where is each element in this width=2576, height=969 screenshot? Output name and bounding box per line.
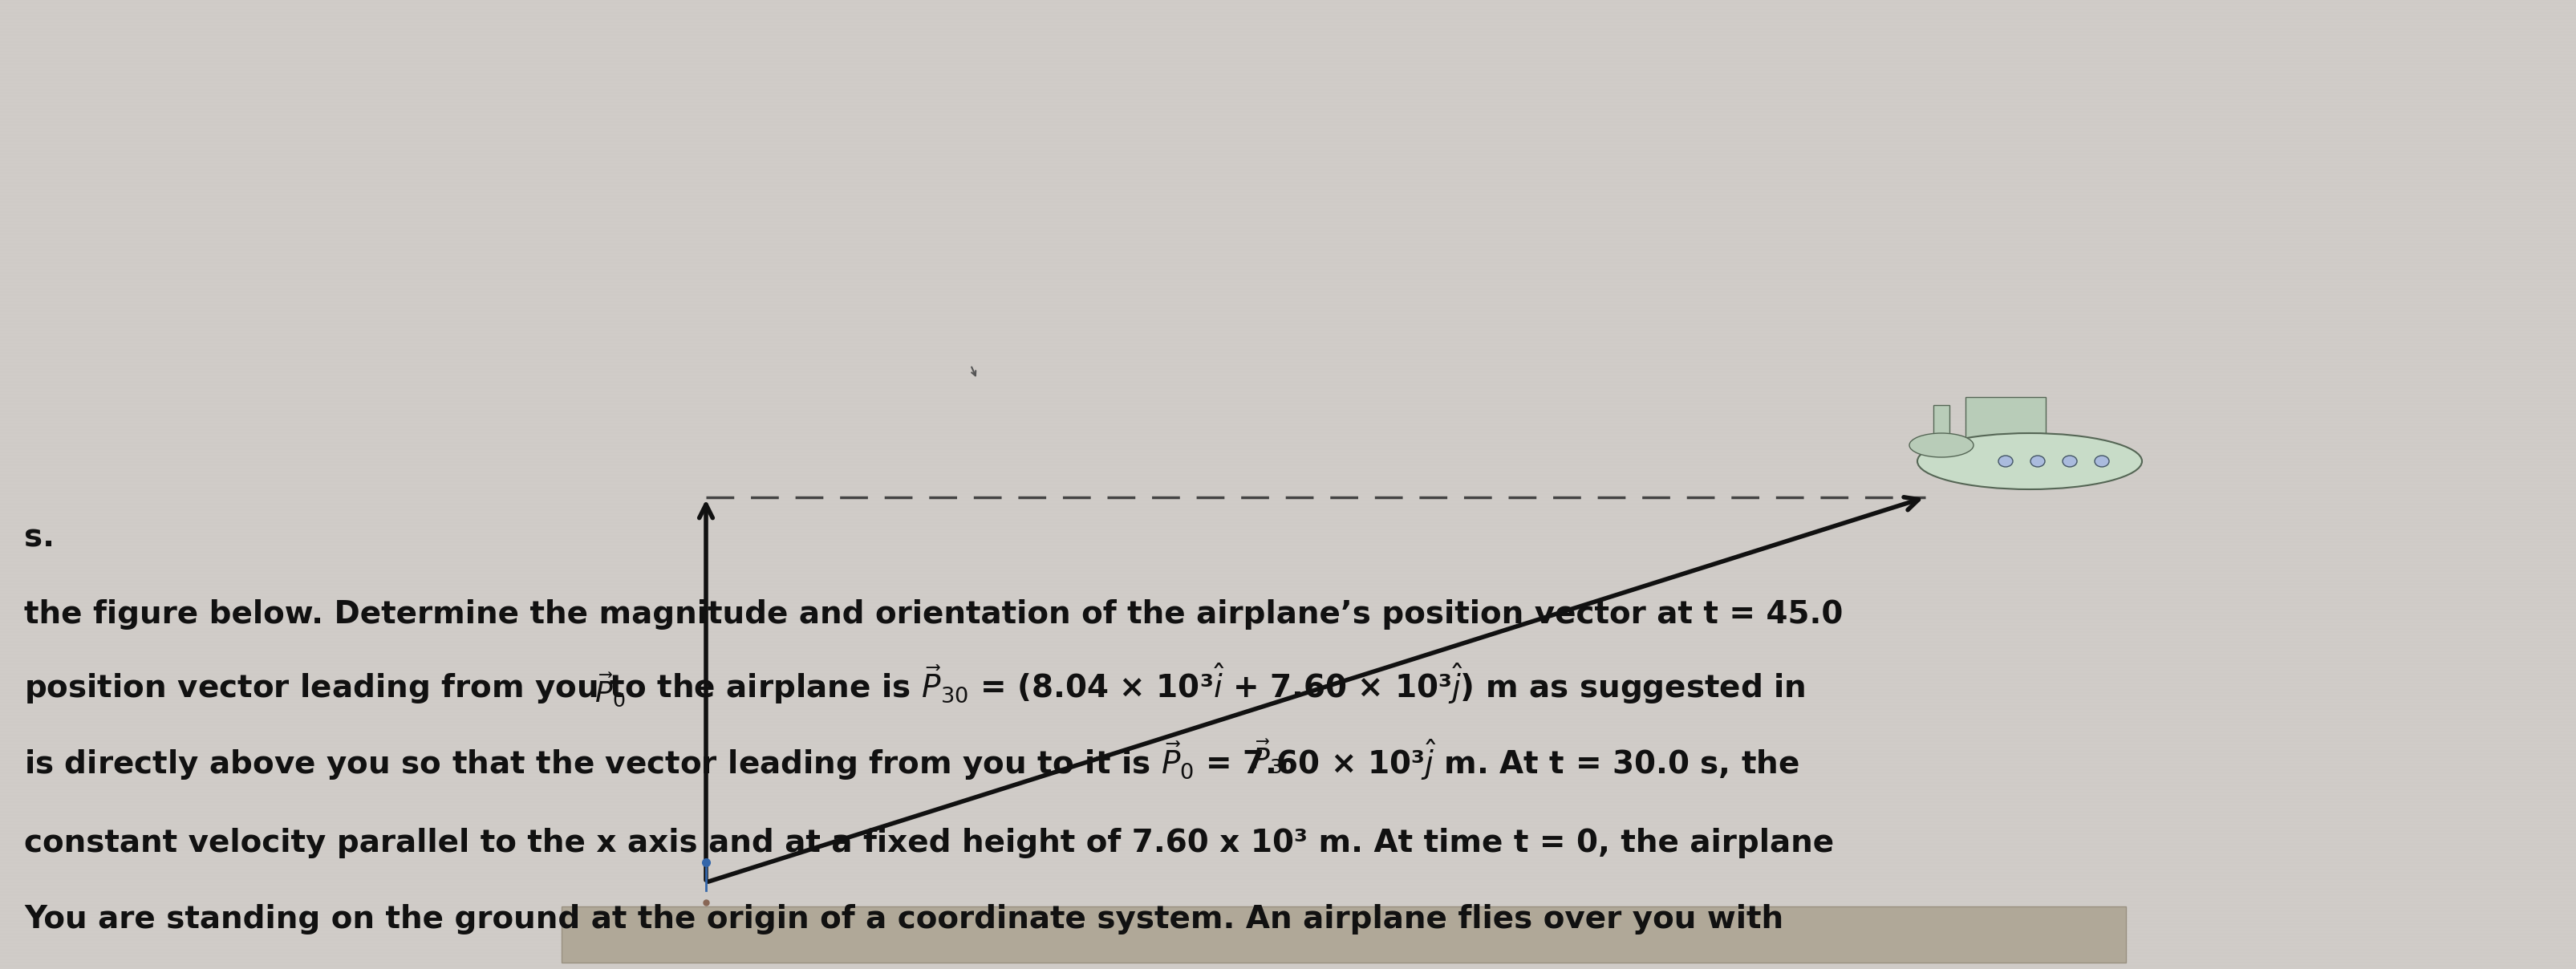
- Ellipse shape: [2063, 455, 2076, 467]
- Ellipse shape: [2030, 455, 2045, 467]
- Text: s.: s.: [23, 523, 54, 553]
- Bar: [562, 906, 2125, 962]
- Ellipse shape: [1917, 433, 2143, 489]
- Ellipse shape: [2094, 455, 2110, 467]
- Text: $\vec{P}_{30}$: $\vec{P}_{30}$: [1252, 738, 1296, 776]
- Text: position vector leading from you to the airplane is $\vec{P}_{30}$ = (8.04 × 10³: position vector leading from you to the …: [23, 661, 1806, 705]
- Text: constant velocity parallel to the x axis and at a fixed height of 7.60 x 10³ m. : constant velocity parallel to the x axis…: [23, 828, 1834, 859]
- Text: $\vec{P}_0$: $\vec{P}_0$: [595, 671, 626, 708]
- Text: You are standing on the ground at the origin of a coordinate system. An airplane: You are standing on the ground at the or…: [23, 904, 1783, 934]
- Text: is directly above you so that the vector leading from you to it is $\vec{P}_0$ =: is directly above you so that the vector…: [23, 737, 1798, 782]
- Text: the figure below. Determine the magnitude and orientation of the airplane’s posi: the figure below. Determine the magnitud…: [23, 599, 1842, 630]
- FancyArrow shape: [1935, 405, 1950, 445]
- Ellipse shape: [1909, 433, 1973, 457]
- FancyArrow shape: [1965, 397, 2045, 461]
- Ellipse shape: [1999, 455, 2012, 467]
